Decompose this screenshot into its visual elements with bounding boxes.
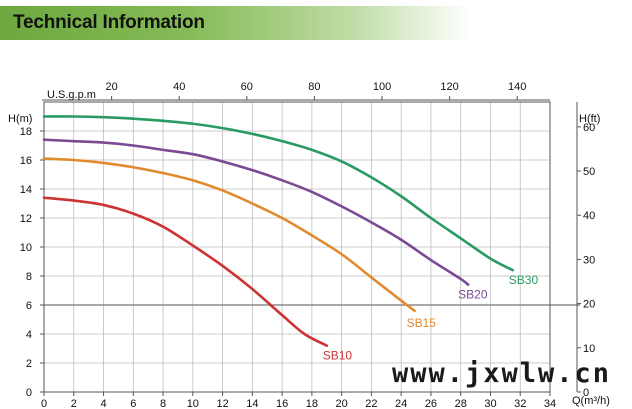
series-label-sb20: SB20	[458, 288, 488, 302]
x-tick-label: 32	[514, 398, 526, 409]
right-tick-label: 0	[583, 387, 589, 399]
top-tick-label: 60	[241, 81, 253, 93]
x-tick-label: 6	[130, 398, 136, 409]
right-tick-label: 40	[583, 210, 595, 222]
x-tick-label: 8	[160, 398, 166, 409]
x-tick-label: 34	[544, 398, 556, 409]
top-tick-label: 20	[105, 81, 117, 93]
right-tick-label: 20	[583, 299, 595, 311]
series-label-sb15: SB15	[407, 316, 437, 330]
y-axis-label-left: H(m)	[8, 113, 32, 125]
series-label-sb10: SB10	[323, 349, 353, 363]
series-curves: SB10 SB15 SB20 SB30	[42, 115, 539, 363]
x-tick-label: 20	[336, 398, 348, 409]
grid-lines	[44, 102, 550, 392]
y-tick-label: 12	[20, 213, 32, 225]
x-tick-label: 14	[246, 398, 258, 409]
y-tick-label: 2	[26, 358, 32, 370]
y-tick-label: 10	[20, 242, 32, 254]
right-tick-label: 30	[583, 254, 595, 266]
x-tick-label: 10	[187, 398, 199, 409]
x-axis-label-bottom: Q(m³/h)	[572, 395, 610, 407]
axes	[40, 96, 581, 396]
y-tick-label: 0	[26, 387, 32, 399]
x-tick-label: 28	[455, 398, 467, 409]
y-tick-label: 18	[20, 126, 32, 138]
series-line-sb10	[42, 196, 329, 347]
top-tick-label: 40	[173, 81, 185, 93]
x-tick-label: 30	[484, 398, 496, 409]
x-tick-label: 16	[276, 398, 288, 409]
y-tick-label: 6	[26, 300, 32, 312]
y-tick-label: 4	[26, 329, 32, 341]
x-tick-label: 18	[306, 398, 318, 409]
x-tick-label: 0	[41, 398, 47, 409]
series-line-sb15	[42, 157, 416, 313]
right-tick-label: 50	[583, 166, 595, 178]
top-tick-label: 100	[373, 81, 391, 93]
top-tick-label: 120	[440, 81, 458, 93]
top-tick-label: 140	[508, 81, 526, 93]
x-tick-label: 22	[365, 398, 377, 409]
watermark-text: www.jxwlw.cn	[392, 358, 611, 389]
x-tick-label: 26	[425, 398, 437, 409]
top-tick-label: 80	[308, 81, 320, 93]
x-tick-label: 24	[395, 398, 407, 409]
series-line-sb20	[42, 138, 470, 286]
title-bar: Technical Information	[0, 6, 470, 40]
right-tick-label: 10	[583, 343, 595, 355]
x-axis-label-top: U.S.g.p.m	[47, 89, 96, 101]
x-tick-label: 12	[216, 398, 228, 409]
tick-labels: 0 2 4 6 8 10 12 14 16 18 20 22 24 26 28 30 32 34024681012…	[20, 81, 596, 409]
page-title: Technical Information	[13, 12, 205, 33]
x-tick-label: 4	[100, 398, 106, 409]
y-tick-label: 8	[26, 271, 32, 283]
y-tick-label: 14	[20, 184, 32, 196]
y-axis-label-right: H(ft)	[579, 113, 600, 125]
y-tick-label: 16	[20, 155, 32, 167]
series-line-sb30	[42, 115, 515, 272]
right-tick-label: 60	[583, 122, 595, 134]
axis-labels: H(m) H(ft) U.S.g.p.m Q(m³/h)	[8, 89, 610, 407]
x-tick-label: 2	[71, 398, 77, 409]
series-label-sb30: SB30	[509, 273, 539, 287]
